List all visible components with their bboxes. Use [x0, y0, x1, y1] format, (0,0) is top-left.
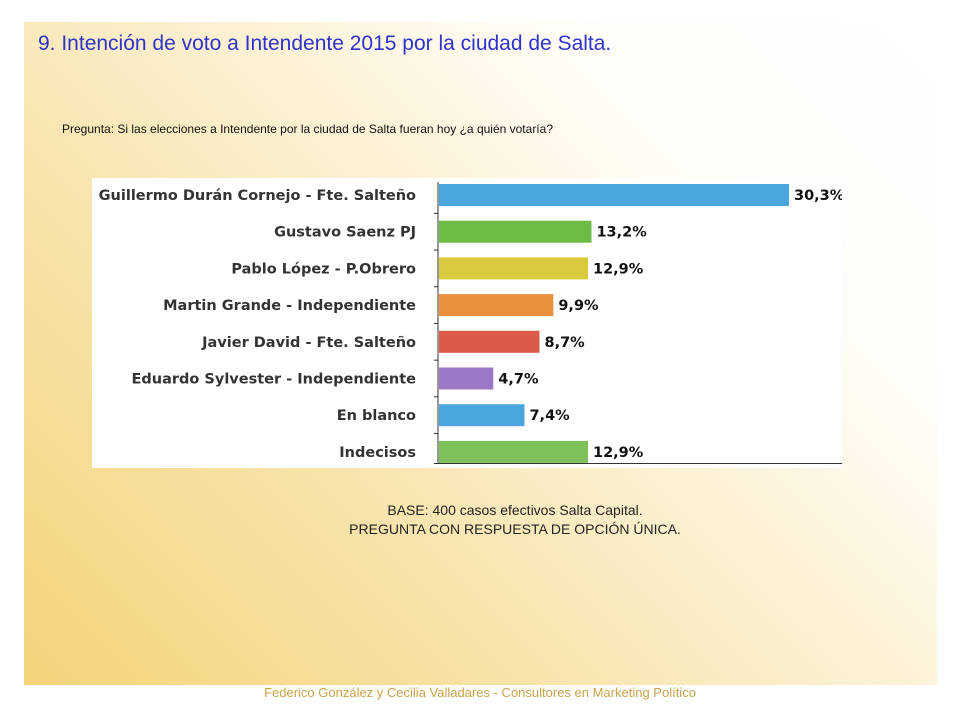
- category-label: Martin Grande - Independiente: [163, 298, 416, 314]
- bar: [439, 184, 789, 206]
- bar-chart-svg: Guillermo Durán Cornejo - Fte. Salteño 30…: [99, 182, 842, 464]
- category-label: Eduardo Sylvester - Independiente: [132, 372, 417, 388]
- slide-title: 9. Intención de voto a Intendente 2015 p…: [38, 32, 612, 55]
- base-note-line-2: PREGUNTA CON RESPUESTA DE OPCIÓN ÚNICA.: [349, 521, 681, 537]
- survey-question: Pregunta: Si las elecciones a Intendente…: [62, 122, 553, 136]
- bar: [439, 367, 494, 390]
- value-label: 4,7%: [498, 372, 539, 388]
- category-label: Gustavo Saenz PJ: [274, 225, 416, 241]
- bar: [439, 294, 554, 317]
- value-label: 12,9%: [593, 445, 644, 461]
- footer-credits: Federico González y Cecilia Valladares -…: [264, 685, 696, 700]
- bar-chart: Guillermo Durán Cornejo - Fte. Salteño 30…: [92, 178, 842, 468]
- value-label: 8,7%: [544, 335, 585, 351]
- value-label: 13,2%: [596, 225, 647, 241]
- value-label: 7,4%: [529, 408, 570, 424]
- base-note-line-1: BASE: 400 casos efectivos Salta Capital.: [387, 502, 643, 518]
- category-label: Javier David - Fte. Salteño: [201, 335, 416, 351]
- category-label: Indecisos: [339, 445, 416, 461]
- value-label: 12,9%: [593, 261, 644, 277]
- bar: [439, 220, 592, 243]
- bar: [439, 257, 589, 280]
- value-label: 9,9%: [558, 298, 599, 314]
- bar: [439, 440, 589, 463]
- category-label: En blanco: [337, 408, 416, 424]
- value-label: 30,3%: [794, 188, 842, 204]
- bar: [439, 330, 540, 353]
- category-label: Pablo López - P.Obrero: [231, 261, 416, 277]
- category-label: Guillermo Durán Cornejo - Fte. Salteño: [99, 188, 416, 204]
- bar: [439, 404, 525, 427]
